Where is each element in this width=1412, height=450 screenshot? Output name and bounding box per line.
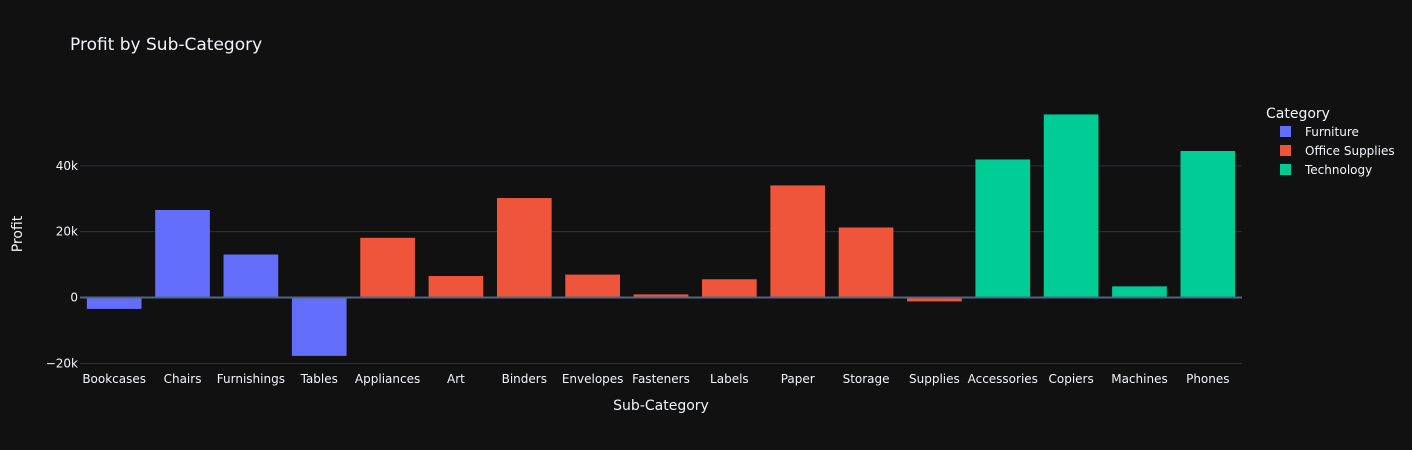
x-tick-label: Appliances: [355, 372, 420, 386]
bars: [86, 114, 1236, 356]
legend-items: Furniture Office Supplies Technology: [1280, 125, 1395, 177]
legend-swatch: [1280, 126, 1291, 137]
x-tick-label: Phones: [1186, 372, 1229, 386]
bar-fasteners[interactable]: [633, 294, 689, 298]
bar-chairs[interactable]: [155, 209, 210, 298]
x-axis-title: Sub-Category: [613, 398, 709, 414]
x-tick-label: Supplies: [909, 372, 960, 386]
y-tick-label: 0: [70, 291, 78, 305]
bar-paper[interactable]: [770, 185, 826, 298]
x-tick-label: Chairs: [164, 372, 202, 386]
y-tick-label: 20k: [56, 225, 78, 239]
x-tick-label: Paper: [781, 372, 815, 386]
bar-tables[interactable]: [291, 297, 347, 356]
x-tick-label: Envelopes: [562, 372, 624, 386]
legend-label: Office Supplies: [1305, 144, 1395, 158]
bar-supplies[interactable]: [907, 297, 962, 302]
bar-phones[interactable]: [1180, 150, 1236, 298]
x-tick-label: Labels: [710, 372, 749, 386]
y-tick-labels: −20k 0 20k 40k: [46, 159, 78, 371]
bar-art[interactable]: [428, 276, 484, 298]
bar-labels[interactable]: [702, 279, 757, 298]
x-tick-label: Binders: [502, 372, 547, 386]
bar-envelopes[interactable]: [565, 274, 620, 298]
x-tick-label: Storage: [843, 372, 890, 386]
x-tick-label: Accessories: [968, 372, 1038, 386]
legend-title: Category: [1266, 106, 1330, 122]
x-tick-label: Fasteners: [632, 372, 690, 386]
y-axis-title: Profit: [10, 215, 26, 252]
y-tick-label: −20k: [46, 356, 78, 370]
chart-title: Profit by Sub-Category: [70, 35, 262, 55]
x-tick-label: Machines: [1111, 372, 1167, 386]
legend-label: Furniture: [1305, 125, 1359, 139]
x-tick-label: Furnishings: [217, 372, 285, 386]
bar-furnishings[interactable]: [223, 254, 279, 298]
bar-binders[interactable]: [496, 198, 552, 298]
x-tick-label: Tables: [300, 372, 338, 386]
legend: Category Furniture Office Supplies Technol…: [1266, 106, 1395, 177]
y-tick-label: 40k: [56, 159, 78, 173]
legend-label: Technology: [1304, 163, 1372, 177]
bar-appliances[interactable]: [360, 237, 415, 298]
x-tick-label: Art: [447, 372, 465, 386]
legend-swatch: [1280, 145, 1291, 156]
bar-accessories[interactable]: [975, 159, 1031, 298]
bar-storage[interactable]: [838, 227, 894, 298]
bar-bookcases[interactable]: [86, 297, 142, 309]
x-tick-label: Copiers: [1048, 372, 1093, 386]
bar-copiers[interactable]: [1043, 114, 1099, 298]
x-tick-labels: Bookcases Chairs Furnishings Tables Applianc…: [82, 372, 1229, 386]
bar-machines[interactable]: [1112, 286, 1167, 298]
legend-swatch: [1280, 164, 1291, 175]
x-tick-label: Bookcases: [82, 372, 146, 386]
